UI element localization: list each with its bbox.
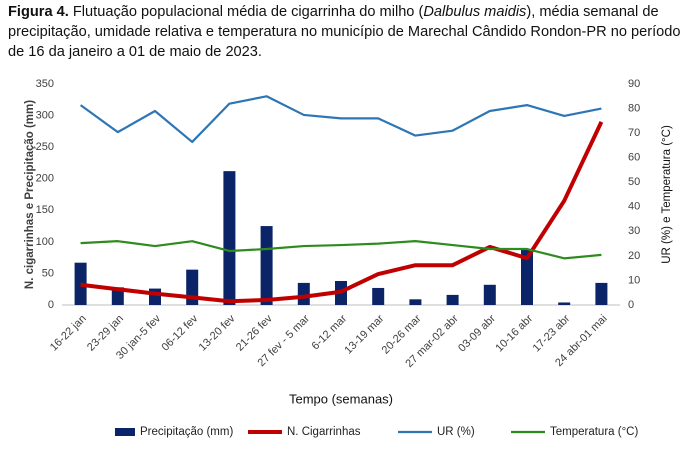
legend-label: N. Cigarrinhas [287, 426, 361, 438]
x-tick-label: 06-12 fev [159, 312, 200, 353]
bar [595, 282, 608, 305]
y-tick-label: 150 [36, 204, 54, 216]
y2-tick-label: 0 [628, 299, 634, 311]
y2-tick-label: 30 [628, 225, 640, 237]
legend-swatch [115, 428, 135, 436]
bar [409, 299, 422, 305]
caption: Figura 4. Flutuação populacional média d… [8, 2, 696, 62]
y2-tick-label: 60 [628, 152, 640, 164]
y2-tick-label: 90 [628, 78, 640, 90]
line [80, 240, 602, 260]
bar [558, 302, 571, 305]
bar [446, 294, 459, 305]
y-axis-title: N. cigarrinhas e Precipitação (mm) [24, 100, 36, 289]
caption-species: Dalbulus maidis [423, 4, 527, 20]
y2-tick-label: 40 [628, 201, 640, 213]
y2-tick-label: 10 [628, 274, 640, 286]
x-tick-label: 10-16 abr [493, 312, 535, 354]
bar [297, 282, 310, 305]
bar [372, 287, 385, 305]
legend-label: UR (%) [437, 426, 475, 438]
bar [149, 288, 161, 305]
caption-label: Figura 4. [8, 4, 69, 20]
y-tick-label: 0 [48, 299, 54, 311]
x-tick-label: 16-22 jan [48, 313, 89, 354]
x-axis-title: Tempo (semanas) [289, 391, 393, 406]
x-tick-label: 03-09 abr [456, 312, 498, 354]
y-tick-label: 250 [36, 141, 54, 153]
caption-text: Flutuação populacional média de cigarrin… [68, 4, 424, 20]
legend-label: Precipitação (mm) [140, 426, 233, 438]
y2-axis-title: UR (%) e Temperatura (°C) [661, 125, 673, 264]
y-tick-label: 100 [36, 236, 54, 248]
bar [223, 171, 236, 305]
caption-text: ), média semanal de precipitação, umidad… [8, 4, 681, 60]
y-tick-label: 300 [36, 109, 54, 121]
y-tick-label: 350 [36, 78, 54, 90]
bar [521, 249, 533, 305]
x-tick-label: 13-20 fev [197, 312, 238, 353]
y2-tick-label: 70 [628, 127, 640, 139]
bar [260, 226, 273, 305]
y2-tick-label: 50 [628, 176, 640, 188]
y2-tick-label: 20 [628, 250, 640, 262]
x-tick-label: 13-19 mar [342, 312, 386, 356]
line [79, 95, 602, 144]
bar [74, 262, 87, 305]
line [80, 121, 604, 304]
bar [483, 284, 496, 305]
y-tick-label: 50 [42, 267, 54, 279]
bar [111, 287, 124, 305]
legend-label: Temperatura (°C) [550, 426, 638, 438]
y-tick-label: 200 [36, 173, 54, 185]
y2-tick-label: 80 [628, 102, 640, 114]
